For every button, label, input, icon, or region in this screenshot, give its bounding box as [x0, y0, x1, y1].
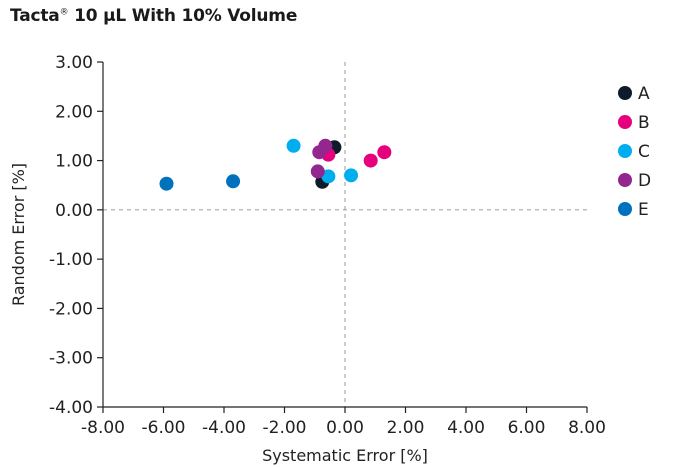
x-tick-label: -4.00 [202, 418, 246, 438]
legend-label-d: D [638, 171, 651, 191]
x-axis-title: Systematic Error [%] [262, 446, 428, 465]
x-tick-label: 0.00 [326, 418, 364, 438]
point-series-d [312, 145, 327, 160]
y-tick-label: -1.00 [49, 250, 93, 270]
point-series-c [344, 168, 359, 183]
reference-lines [103, 62, 587, 407]
point-series-c [286, 138, 301, 153]
legend-marker-d [618, 173, 632, 187]
legend-label-a: A [638, 84, 650, 104]
point-series-b [377, 145, 392, 160]
x-tick-label: 6.00 [508, 418, 546, 438]
legend-label-e: E [638, 200, 649, 220]
y-tick-label: -2.00 [49, 299, 93, 319]
y-axis-title: Random Error [%] [9, 163, 28, 306]
x-tick-label: -6.00 [142, 418, 186, 438]
y-tick-label: 0.00 [55, 201, 93, 221]
legend-marker-e [618, 202, 632, 216]
point-series-d [310, 164, 325, 179]
y-tick-label: -3.00 [49, 349, 93, 369]
point-series-e [159, 176, 174, 191]
x-tick-label: 8.00 [568, 418, 606, 438]
x-tick-label: 4.00 [447, 418, 485, 438]
data-points [159, 138, 392, 191]
point-series-e [226, 174, 241, 189]
x-tick-label: 2.00 [387, 418, 425, 438]
y-tick-labels: 3.00 2.00 1.00 0.00 -1.00 -2.00 -3.00 -4.00 [49, 53, 103, 418]
x-tick-label: -8.00 [81, 418, 125, 438]
point-series-c [321, 169, 336, 184]
legend-label-c: C [638, 142, 650, 162]
legend-marker-b [618, 115, 632, 129]
x-tick-label: -2.00 [263, 418, 307, 438]
point-series-b [363, 153, 378, 168]
y-tick-label: -4.00 [49, 398, 93, 418]
legend-marker-a [618, 86, 632, 100]
x-tick-labels: -8.00 -6.00 -4.00 -2.00 0.00 2.00 4.00 6.00 8.00 [81, 407, 606, 438]
chart-title: Tacta® 10 µL With 10% Volume [10, 6, 298, 26]
legend-label-b: B [638, 113, 650, 133]
y-tick-label: 1.00 [55, 152, 93, 172]
y-tick-label: 2.00 [55, 102, 93, 122]
legend-marker-c [618, 144, 632, 158]
y-tick-label: 3.00 [55, 53, 93, 73]
